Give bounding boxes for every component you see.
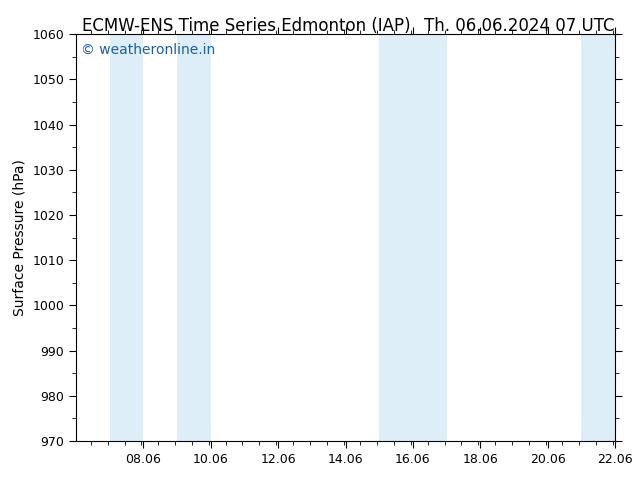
Bar	[413, 34, 446, 441]
Text: Th. 06.06.2024 07 UTC: Th. 06.06.2024 07 UTC	[425, 17, 615, 35]
Y-axis label: Surface Pressure (hPa): Surface Pressure (hPa)	[13, 159, 27, 316]
Bar	[581, 34, 615, 441]
Bar	[177, 34, 210, 441]
Text: © weatheronline.in: © weatheronline.in	[81, 43, 216, 56]
Bar	[379, 34, 413, 441]
Bar	[110, 34, 143, 441]
Title: ECMW-ENS Time Series Edmonton (IAP)    Th. 06.06.2024 07 UTC: ECMW-ENS Time Series Edmonton (IAP) Th. …	[0, 489, 1, 490]
Text: ECMW-ENS Time Series Edmonton (IAP): ECMW-ENS Time Series Edmonton (IAP)	[82, 17, 411, 35]
